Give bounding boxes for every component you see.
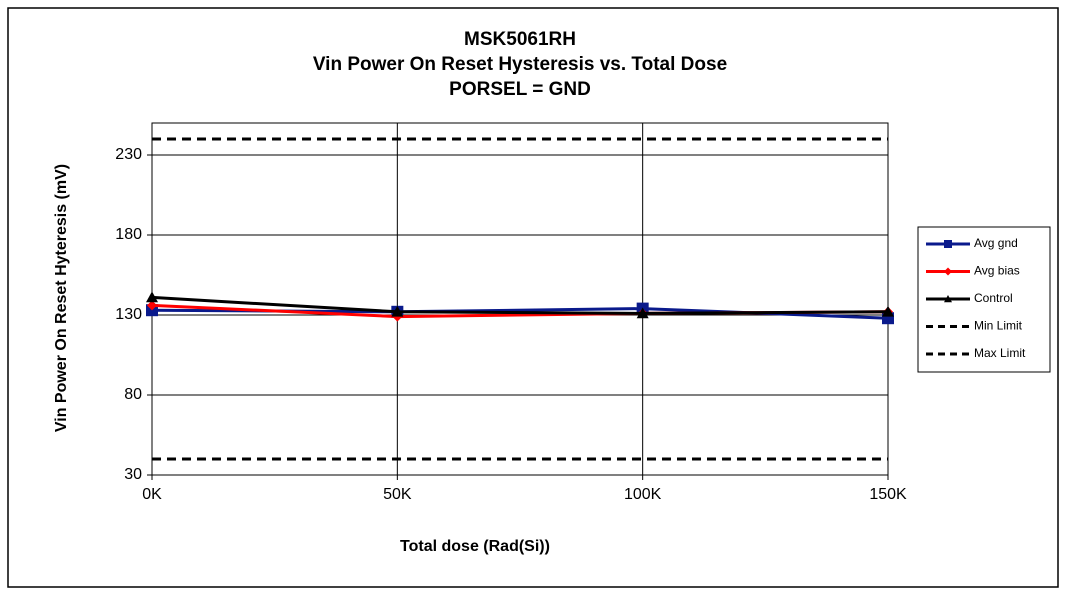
marker	[882, 305, 894, 317]
series-line	[151, 295, 889, 315]
y-tick-label: 130	[115, 306, 142, 323]
x-tick-label: 150K	[869, 486, 907, 503]
marker	[147, 300, 157, 311]
legend-label: Avg bias	[974, 264, 1020, 278]
chart-title: MSK5061RH	[464, 29, 576, 50]
legend-label: Max Limit	[974, 346, 1026, 360]
marker	[391, 305, 404, 317]
y-tick-label: 30	[124, 466, 142, 483]
marker	[146, 291, 158, 303]
marker	[944, 240, 952, 248]
x-tick-label: 100K	[624, 486, 662, 503]
y-tick-label: 230	[115, 146, 142, 163]
marker	[944, 295, 952, 303]
x-axis-label: Total dose (Rad(Si))	[400, 538, 550, 555]
marker	[944, 267, 952, 276]
x-tick-label: 50K	[383, 486, 412, 503]
y-axis-label: Vin Power On Reset Hyteresis (mV)	[53, 164, 70, 432]
y-tick-label: 180	[115, 226, 142, 243]
y-tick-label: 80	[124, 386, 142, 403]
legend-label: Control	[974, 291, 1013, 305]
x-tick-label: 0K	[142, 486, 162, 503]
plot-area	[151, 122, 889, 476]
chart-title: PORSEL = GND	[449, 79, 591, 100]
marker	[636, 307, 649, 319]
legend-label: Min Limit	[974, 319, 1023, 333]
chart-title: Vin Power On Reset Hysteresis vs. Total …	[313, 54, 727, 75]
legend-label: Avg gnd	[974, 236, 1018, 250]
